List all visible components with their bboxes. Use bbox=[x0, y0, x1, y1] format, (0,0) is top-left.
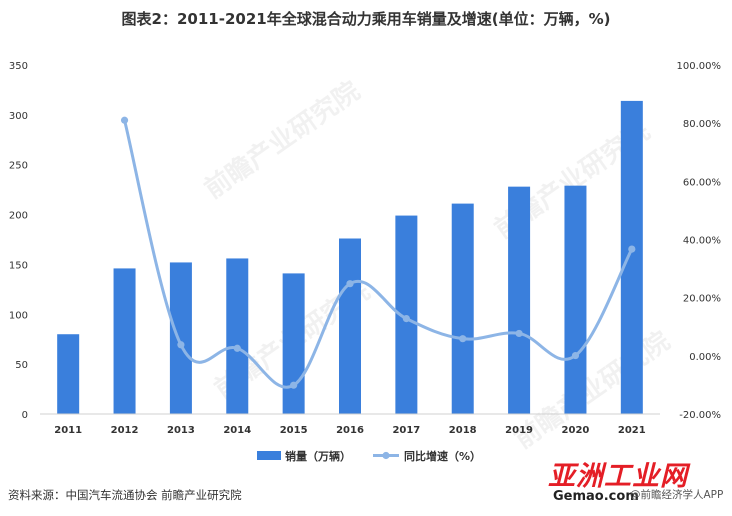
legend-line-label: 同比增速（%） bbox=[404, 449, 481, 463]
bar-2016 bbox=[339, 238, 361, 414]
growth-line bbox=[123, 118, 634, 389]
source-note: 资料来源：中国汽车流通协会 前瞻产业研究院 bbox=[8, 488, 242, 502]
bar-2019 bbox=[508, 186, 531, 414]
app-watermark: @前瞻经济学人APP bbox=[630, 489, 724, 501]
growth-point-2018 bbox=[459, 335, 467, 343]
x-tick-label: 2021 bbox=[618, 425, 646, 436]
x-tick-label: 2017 bbox=[392, 425, 420, 436]
y-right-tick-label: 100.00% bbox=[677, 61, 722, 72]
x-tick-label: 2016 bbox=[336, 425, 364, 436]
growth-point-2017 bbox=[402, 315, 410, 323]
y-right-tick-label: 80.00% bbox=[683, 119, 721, 130]
legend-line-marker bbox=[382, 451, 390, 460]
y-right-tick-label: 0.00% bbox=[689, 352, 721, 363]
y-left-tick-label: 250 bbox=[9, 161, 28, 172]
bar-2011 bbox=[57, 334, 80, 414]
x-tick-label: 2015 bbox=[280, 425, 308, 436]
x-tick-label: 2013 bbox=[167, 425, 195, 436]
y-left-tick-label: 350 bbox=[9, 61, 28, 72]
growth-point-2012 bbox=[120, 116, 129, 124]
growth-point-2020 bbox=[571, 351, 580, 360]
bar-2017 bbox=[395, 215, 418, 414]
y-left-tick-label: 50 bbox=[15, 360, 28, 371]
bar-2021 bbox=[620, 100, 643, 414]
x-tick-label: 2011 bbox=[54, 425, 82, 436]
growth-point-2013 bbox=[177, 341, 185, 349]
y-right-tick-label: -20.00% bbox=[679, 410, 721, 421]
y-left-tick-label: 150 bbox=[9, 260, 28, 271]
site-watermark-logo: 亚洲工业网 bbox=[548, 461, 688, 492]
growth-point-2019 bbox=[515, 329, 523, 338]
y-left-tick-label: 0 bbox=[22, 410, 28, 421]
bar-2020 bbox=[564, 185, 587, 414]
y-right-tick-label: 40.00% bbox=[683, 236, 721, 247]
bar-2012 bbox=[113, 268, 136, 414]
growth-point-2015 bbox=[290, 381, 298, 389]
x-tick-label: 2014 bbox=[223, 425, 251, 436]
x-tick-label: 2020 bbox=[562, 425, 590, 436]
x-tick-label: 2018 bbox=[449, 425, 477, 436]
site-watermark-url: Gemao.com bbox=[553, 489, 639, 504]
y-left-tick-label: 300 bbox=[9, 111, 28, 122]
legend-bar-swatch bbox=[257, 451, 281, 460]
bar-2013 bbox=[169, 262, 192, 414]
x-tick-label: 2012 bbox=[111, 425, 139, 436]
y-right-tick-label: 60.00% bbox=[683, 177, 721, 188]
chart-title: 图表2：2011-2021年全球混合动力乘用车销量及增速(单位：万辆，%) bbox=[121, 10, 611, 28]
y-left-tick-label: 200 bbox=[9, 211, 28, 222]
bar-2014 bbox=[226, 258, 249, 414]
growth-point-2014 bbox=[233, 344, 241, 352]
legend-bar-label: 销量（万辆） bbox=[285, 449, 351, 463]
y-right-tick-label: 20.00% bbox=[683, 294, 721, 305]
x-tick-label: 2019 bbox=[505, 425, 533, 436]
bar-2015 bbox=[282, 273, 305, 414]
bar-2018 bbox=[451, 203, 474, 414]
y-left-tick-label: 100 bbox=[9, 310, 28, 321]
growth-point-2021 bbox=[628, 245, 636, 253]
growth-point-2016 bbox=[346, 280, 354, 288]
